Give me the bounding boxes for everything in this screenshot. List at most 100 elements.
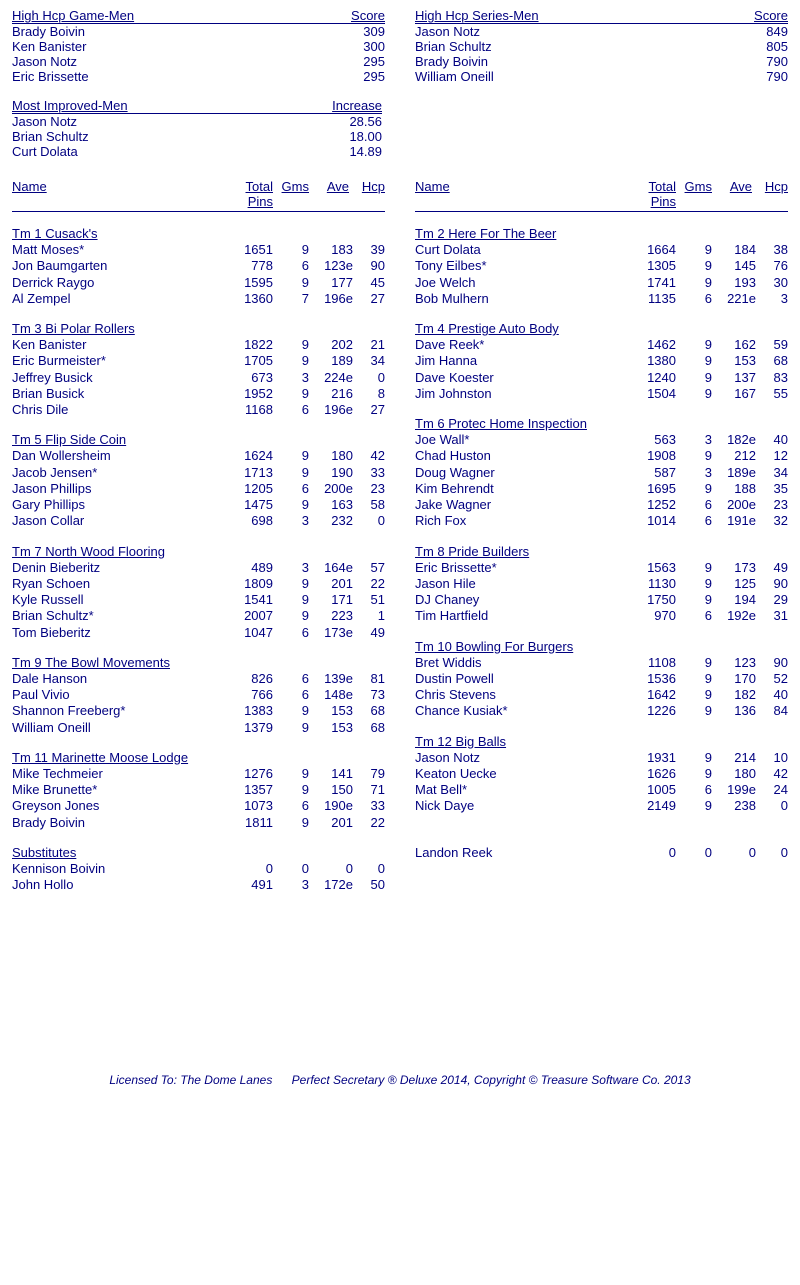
player-row: Jon Baumgarten 778 6 123e 90 [12, 258, 385, 274]
player-gms: 9 [273, 465, 309, 481]
player-name: Nick Daye [415, 798, 624, 814]
player-hcp: 0 [353, 861, 385, 877]
player-gms: 6 [676, 782, 712, 798]
player-pins: 1563 [624, 560, 676, 576]
player-gms: 9 [273, 497, 309, 513]
score-block-title: Most Improved-Men [12, 98, 302, 113]
player-ave: 201 [309, 815, 353, 831]
player-hcp: 68 [353, 720, 385, 736]
player-row: Chris Stevens 1642 9 182 40 [415, 687, 788, 703]
player-ave: 170 [712, 671, 756, 687]
player-row: Mat Bell* 1005 6 199e 24 [415, 782, 788, 798]
score-block-title: High Hcp Game-Men [12, 8, 305, 23]
player-row: Jason Phillips 1205 6 200e 23 [12, 481, 385, 497]
player-pins: 1130 [624, 576, 676, 592]
header-total-pins: TotalPins [221, 179, 273, 209]
player-hcp: 21 [353, 337, 385, 353]
player-name: Tom Bieberitz [12, 625, 221, 641]
player-gms: 9 [676, 275, 712, 291]
player-pins: 1305 [624, 258, 676, 274]
player-ave: 123 [712, 655, 756, 671]
player-gms: 9 [273, 703, 309, 719]
player-row: Jason Hile 1130 9 125 90 [415, 576, 788, 592]
player-row: Dale Hanson 826 6 139e 81 [12, 671, 385, 687]
player-hcp: 40 [756, 432, 788, 448]
player-gms: 9 [273, 386, 309, 402]
score-row-name: Ken Banister [12, 39, 305, 54]
player-pins: 673 [221, 370, 273, 386]
player-name: Mat Bell* [415, 782, 624, 798]
player-pins: 1475 [221, 497, 273, 513]
player-hcp: 31 [756, 608, 788, 624]
player-pins: 1750 [624, 592, 676, 608]
player-ave: 212 [712, 448, 756, 464]
player-name: Ken Banister [12, 337, 221, 353]
player-pins: 1541 [221, 592, 273, 608]
player-row: Jason Notz 1931 9 214 10 [415, 750, 788, 766]
player-hcp: 51 [353, 592, 385, 608]
stats-header: Name TotalPins Gms Ave Hcp [415, 179, 788, 212]
score-row-value: 790 [708, 69, 788, 84]
player-pins: 1595 [221, 275, 273, 291]
player-pins: 1624 [221, 448, 273, 464]
player-pins: 1380 [624, 353, 676, 369]
player-gms: 9 [676, 592, 712, 608]
player-gms: 3 [273, 513, 309, 529]
player-name: Brian Schultz* [12, 608, 221, 624]
player-pins: 1073 [221, 798, 273, 814]
player-pins: 1205 [221, 481, 273, 497]
score-row: Eric Brissette 295 [12, 69, 385, 84]
player-hcp: 90 [353, 258, 385, 274]
player-gms: 9 [676, 448, 712, 464]
player-pins: 489 [221, 560, 273, 576]
player-gms: 9 [273, 720, 309, 736]
player-row: Ken Banister 1822 9 202 21 [12, 337, 385, 353]
player-hcp: 35 [756, 481, 788, 497]
team-name: Tm 10 Bowling For Burgers [415, 639, 788, 654]
player-pins: 1360 [221, 291, 273, 307]
player-pins: 1014 [624, 513, 676, 529]
player-gms: 9 [676, 560, 712, 576]
player-name: Tony Eilbes* [415, 258, 624, 274]
score-row-name: Curt Dolata [12, 144, 302, 159]
player-gms: 9 [676, 370, 712, 386]
player-name: John Hollo [12, 877, 221, 893]
player-ave: 0 [712, 845, 756, 861]
player-row: Nick Daye 2149 9 238 0 [415, 798, 788, 814]
player-name: Dan Wollersheim [12, 448, 221, 464]
player-name: Jason Collar [12, 513, 221, 529]
player-hcp: 68 [353, 703, 385, 719]
team-block: Tm 12 Big Balls Jason Notz 1931 9 214 10… [415, 734, 788, 815]
player-name: Jim Hanna [415, 353, 624, 369]
player-ave: 153 [309, 703, 353, 719]
player-hcp: 33 [353, 798, 385, 814]
player-ave: 238 [712, 798, 756, 814]
player-gms: 3 [273, 560, 309, 576]
player-pins: 587 [624, 465, 676, 481]
team-name: Tm 9 The Bowl Movements [12, 655, 385, 670]
player-ave: 199e [712, 782, 756, 798]
player-pins: 1651 [221, 242, 273, 258]
score-row: Brian Schultz 18.00 [12, 129, 382, 144]
player-row: Bob Mulhern 1135 6 221e 3 [415, 291, 788, 307]
player-pins: 970 [624, 608, 676, 624]
player-ave: 173 [712, 560, 756, 576]
player-pins: 1536 [624, 671, 676, 687]
player-row: Kim Behrendt 1695 9 188 35 [415, 481, 788, 497]
team-block: Tm 2 Here For The Beer Curt Dolata 1664 … [415, 226, 788, 307]
player-hcp: 81 [353, 671, 385, 687]
score-block-title: High Hcp Series-Men [415, 8, 708, 23]
player-gms: 9 [676, 655, 712, 671]
stats-header: Name TotalPins Gms Ave Hcp [12, 179, 385, 212]
player-ave: 162 [712, 337, 756, 353]
player-ave: 193 [712, 275, 756, 291]
score-row: Jason Notz 849 [415, 24, 788, 39]
player-name: Shannon Freeberg* [12, 703, 221, 719]
player-pins: 1240 [624, 370, 676, 386]
player-gms: 6 [273, 258, 309, 274]
player-gms: 9 [273, 353, 309, 369]
player-name: Paul Vivio [12, 687, 221, 703]
player-pins: 1626 [624, 766, 676, 782]
player-row: Chad Huston 1908 9 212 12 [415, 448, 788, 464]
player-row: Jim Hanna 1380 9 153 68 [415, 353, 788, 369]
